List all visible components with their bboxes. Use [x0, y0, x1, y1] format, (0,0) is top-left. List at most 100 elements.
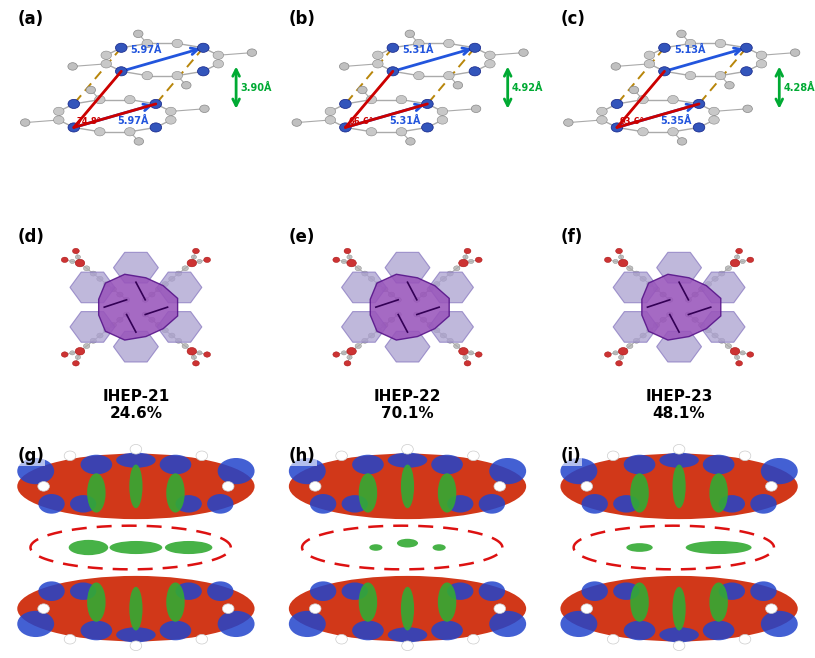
- Circle shape: [519, 49, 528, 57]
- Circle shape: [414, 297, 420, 302]
- Circle shape: [341, 259, 346, 263]
- Circle shape: [347, 355, 352, 359]
- Circle shape: [123, 312, 130, 317]
- Circle shape: [68, 99, 80, 109]
- Ellipse shape: [561, 453, 798, 519]
- Circle shape: [709, 116, 720, 124]
- Text: IHEP-22: IHEP-22: [374, 389, 441, 404]
- Circle shape: [95, 95, 105, 104]
- Circle shape: [736, 248, 742, 254]
- Circle shape: [427, 322, 434, 328]
- Circle shape: [165, 116, 176, 124]
- Circle shape: [175, 271, 182, 276]
- Polygon shape: [642, 274, 720, 340]
- Circle shape: [368, 276, 375, 282]
- Circle shape: [54, 107, 64, 116]
- Text: 4.28Å: 4.28Å: [783, 82, 815, 93]
- Circle shape: [116, 66, 127, 76]
- Text: 3.90Å: 3.90Å: [240, 82, 271, 93]
- Ellipse shape: [751, 582, 777, 601]
- Ellipse shape: [761, 611, 798, 637]
- Circle shape: [172, 72, 183, 80]
- Circle shape: [366, 128, 377, 136]
- Circle shape: [150, 99, 161, 109]
- Circle shape: [90, 271, 96, 276]
- Text: (e): (e): [289, 228, 315, 246]
- Ellipse shape: [38, 494, 64, 514]
- Ellipse shape: [478, 494, 505, 514]
- Circle shape: [366, 95, 377, 104]
- Circle shape: [77, 349, 83, 354]
- Circle shape: [494, 482, 505, 491]
- Circle shape: [97, 333, 104, 338]
- Circle shape: [640, 276, 646, 282]
- Circle shape: [694, 123, 705, 132]
- Circle shape: [192, 355, 196, 359]
- Text: 5.31Å: 5.31Å: [403, 45, 434, 55]
- Circle shape: [162, 282, 169, 286]
- Ellipse shape: [17, 611, 54, 637]
- Ellipse shape: [130, 465, 143, 508]
- Circle shape: [37, 482, 50, 491]
- Circle shape: [737, 249, 742, 253]
- Circle shape: [725, 82, 734, 89]
- Circle shape: [196, 451, 208, 461]
- Ellipse shape: [561, 458, 597, 484]
- Circle shape: [156, 322, 161, 328]
- Text: (b): (b): [289, 10, 315, 28]
- Circle shape: [685, 39, 696, 47]
- Circle shape: [660, 317, 667, 322]
- Circle shape: [333, 352, 340, 357]
- Circle shape: [110, 322, 117, 328]
- Circle shape: [148, 317, 155, 322]
- Circle shape: [414, 312, 420, 317]
- Circle shape: [68, 123, 80, 132]
- Circle shape: [620, 349, 626, 354]
- Ellipse shape: [359, 582, 377, 622]
- Circle shape: [740, 259, 745, 263]
- Circle shape: [83, 343, 90, 349]
- Circle shape: [646, 328, 653, 333]
- Circle shape: [70, 351, 75, 355]
- Circle shape: [740, 351, 745, 355]
- Text: 48.1%: 48.1%: [653, 406, 706, 420]
- Circle shape: [654, 287, 659, 291]
- Circle shape: [654, 322, 659, 328]
- Circle shape: [619, 355, 623, 359]
- Circle shape: [475, 352, 482, 357]
- Circle shape: [62, 353, 68, 357]
- Ellipse shape: [582, 494, 608, 514]
- Circle shape: [447, 271, 453, 276]
- Circle shape: [747, 257, 754, 263]
- Ellipse shape: [38, 582, 64, 601]
- Circle shape: [437, 107, 447, 116]
- Ellipse shape: [627, 543, 653, 552]
- Circle shape: [463, 355, 468, 359]
- Circle shape: [70, 259, 75, 263]
- Circle shape: [765, 482, 778, 491]
- Circle shape: [90, 338, 96, 343]
- Circle shape: [468, 634, 479, 644]
- Circle shape: [709, 107, 720, 116]
- Circle shape: [611, 63, 620, 70]
- Circle shape: [676, 30, 686, 38]
- Ellipse shape: [659, 627, 699, 642]
- Circle shape: [434, 328, 440, 333]
- Polygon shape: [370, 274, 449, 340]
- Circle shape: [148, 292, 155, 297]
- Ellipse shape: [175, 582, 202, 600]
- Ellipse shape: [289, 576, 526, 642]
- Ellipse shape: [388, 453, 427, 468]
- Circle shape: [437, 116, 447, 124]
- Circle shape: [613, 351, 618, 355]
- Ellipse shape: [438, 473, 456, 513]
- Circle shape: [685, 312, 692, 317]
- Ellipse shape: [478, 582, 505, 601]
- Circle shape: [475, 257, 482, 263]
- Circle shape: [627, 343, 633, 349]
- Circle shape: [325, 116, 336, 124]
- Ellipse shape: [352, 455, 384, 474]
- Circle shape: [737, 361, 742, 365]
- Circle shape: [197, 43, 209, 53]
- Circle shape: [646, 282, 653, 286]
